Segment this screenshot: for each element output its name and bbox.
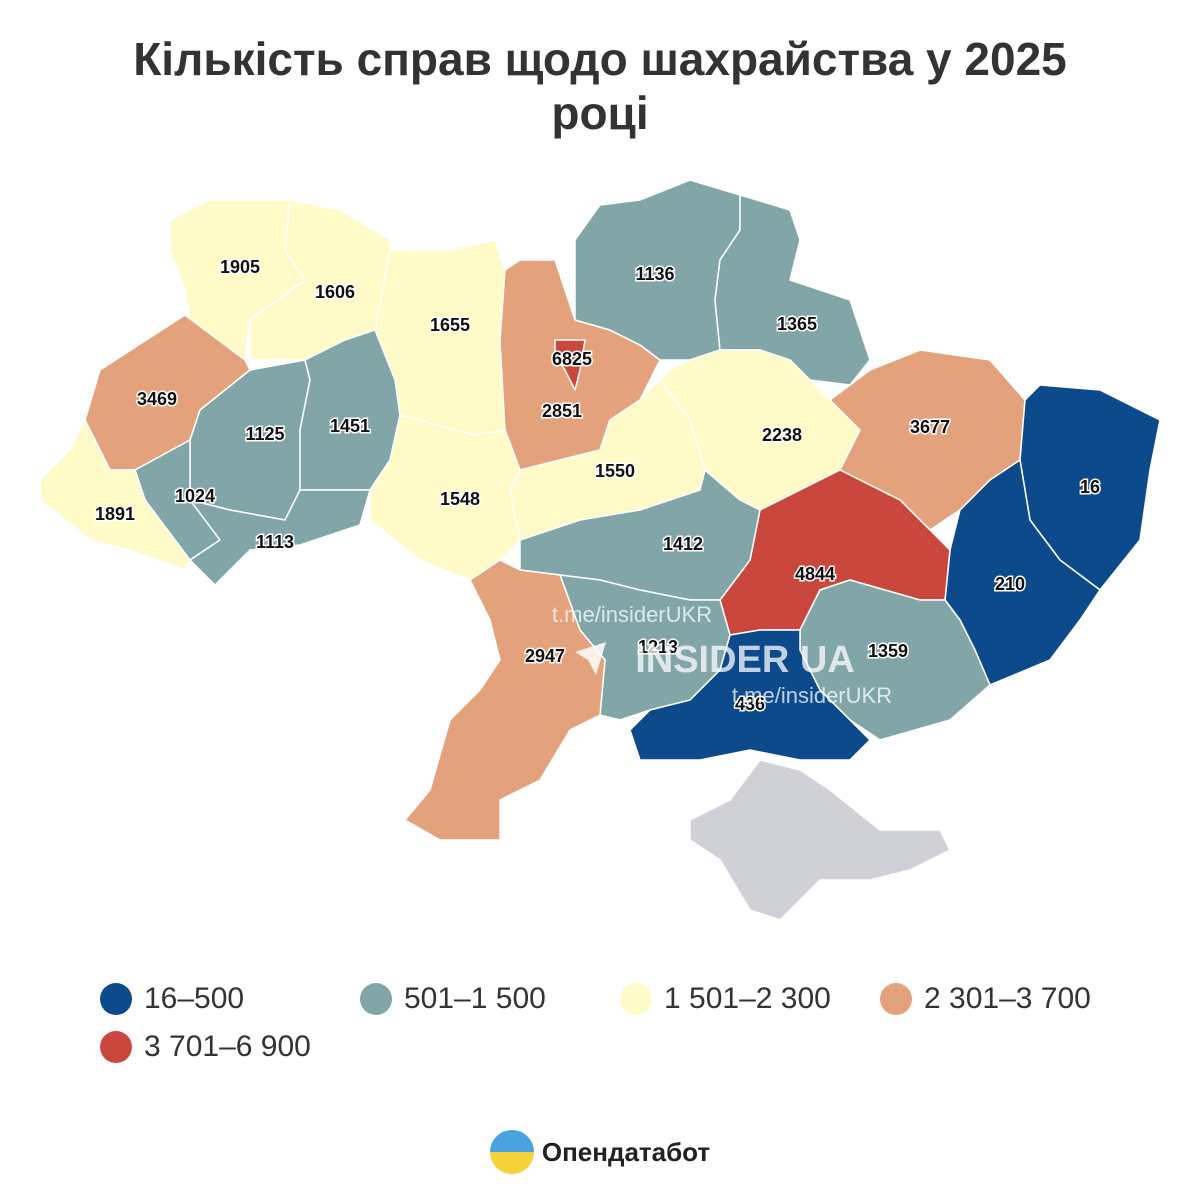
region-value: 2851 — [542, 401, 582, 421]
legend-label: 501–1 500 — [404, 982, 546, 1015]
labels: 1905 1606 1655 2851 6825 1136 1365 3469 1125 1451… — [93, 255, 1101, 715]
legend-label: 2 301–3 700 — [924, 982, 1091, 1015]
region-value: 1548 — [440, 489, 480, 509]
legend-label: 16–500 — [144, 982, 245, 1015]
watermark-link: t.me/insiderUKR — [732, 683, 892, 708]
legend: 16–500 501–1 500 1 501–2 300 2 301–3 700 3 7… — [100, 982, 1140, 1064]
title: Кількість справ щодо шахрайства у 2025 р… — [133, 33, 1067, 139]
legend-swatch — [880, 983, 912, 1015]
region-value: 1451 — [330, 416, 370, 436]
legend-item: 16–500 — [100, 982, 360, 1016]
region-value: 1412 — [663, 534, 703, 554]
legend-swatch — [100, 983, 132, 1015]
region-value: 1113 — [256, 532, 294, 552]
legend-swatch — [100, 1031, 132, 1063]
legend-swatch — [360, 983, 392, 1015]
region-value: 1655 — [430, 315, 470, 335]
region — [554, 339, 586, 391]
region-value: 1125 — [245, 424, 284, 444]
legend-item: 2 301–3 700 — [880, 982, 1140, 1016]
region-value: 1606 — [315, 282, 355, 302]
region-value: 6825 — [552, 349, 592, 369]
region-value: 16 — [1080, 477, 1100, 497]
footer: Опендатабот — [0, 1130, 1200, 1174]
region — [39, 419, 191, 571]
region-value: 1359 — [868, 641, 908, 661]
region-value: 1905 — [220, 257, 260, 277]
regions — [39, 179, 1161, 921]
region-value: 4844 — [795, 564, 835, 584]
region — [689, 759, 951, 921]
region-value: 2238 — [762, 425, 802, 445]
watermark-icon — [575, 642, 606, 675]
region-value: 436 — [735, 694, 765, 714]
region-value: 1891 — [95, 504, 135, 524]
legend-item: 501–1 500 — [360, 982, 620, 1016]
legend-label: 3 701–6 900 — [144, 1030, 311, 1063]
region-value: 3469 — [137, 389, 177, 409]
region — [189, 489, 371, 586]
region-value: 1213 — [638, 637, 678, 657]
region — [629, 629, 871, 761]
region-value: 210 — [995, 574, 1025, 594]
region-value: 1365 — [777, 314, 817, 334]
logo-text: Опендатабот — [541, 1136, 711, 1167]
legend-label: 1 501–2 300 — [664, 982, 831, 1015]
logo-icon — [489, 1130, 534, 1174]
watermark-link: t.me/insiderUKR — [552, 602, 712, 627]
region-value: 1136 — [635, 264, 674, 284]
legend-swatch — [620, 983, 652, 1015]
region-value: 3677 — [910, 417, 950, 437]
region-value: 1024 — [175, 486, 215, 506]
region-value: 1550 — [595, 461, 635, 481]
watermark-brand: INSIDER UA — [635, 639, 855, 681]
region — [404, 559, 606, 841]
legend-item: 1 501–2 300 — [620, 982, 880, 1016]
region-value: 2947 — [525, 646, 565, 666]
legend-item: 3 701–6 900 — [100, 1030, 360, 1064]
